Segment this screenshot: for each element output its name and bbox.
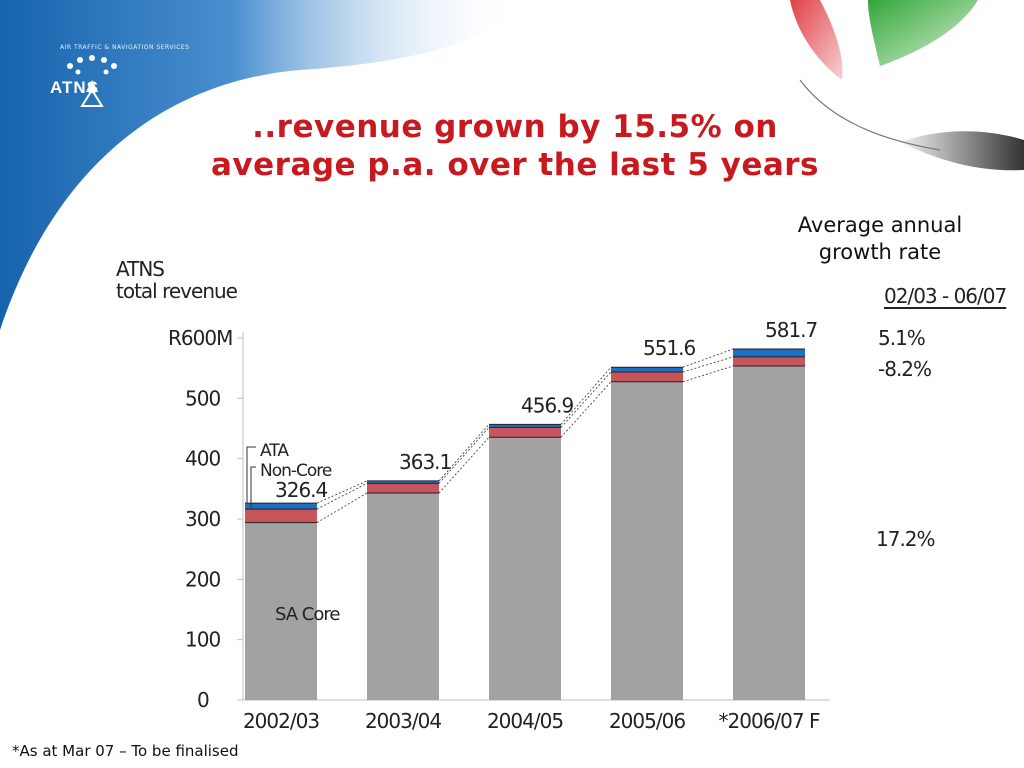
y-tick-label: 500 (185, 386, 220, 410)
bar-total-label: 363.1 (399, 450, 451, 474)
bar-segment-sa-core (733, 366, 805, 700)
connector-line (316, 480, 368, 504)
bar-segment-sa-core (611, 381, 683, 700)
bar-segment-sa-core (245, 522, 317, 700)
connector-line (438, 427, 490, 484)
x-tick-label: 2005/06 (609, 709, 685, 733)
growth-rate-sa-core: 17.2% (876, 527, 936, 551)
bar-segment-non-core (489, 427, 561, 438)
blue-header-swoosh (0, 0, 520, 330)
non-core-callout-line (250, 466, 256, 510)
y-tick-label: 300 (185, 507, 220, 531)
connector-line (682, 348, 734, 368)
bar-segment-ata (733, 349, 805, 357)
bar-total-label: 581.7 (765, 318, 818, 342)
connector-line (438, 424, 490, 482)
growth-rate-ata: 5.1% (878, 326, 926, 350)
curve-line-decoration (799, 79, 941, 151)
growth-rate-header-line-2: growth rate (818, 240, 942, 264)
bar-total-label: 456.9 (521, 393, 574, 417)
y-axis-title: ATNS total revenue (116, 257, 238, 303)
connector-line (560, 381, 612, 438)
atns-logo-icon (67, 55, 117, 107)
connector-line (438, 436, 490, 494)
bar-segment-sa-core (367, 493, 439, 700)
connector-line (560, 366, 612, 425)
bar-segment-ata (245, 503, 317, 510)
bar-total-label: 326.4 (275, 478, 328, 502)
bar-segment-ata (611, 367, 683, 373)
y-tick-label: 400 (185, 447, 220, 471)
bar-segment-non-core (245, 509, 317, 523)
slide-title-line-1: ..revenue grown by 15.5% on (252, 109, 778, 145)
x-tick-label: 2004/05 (487, 709, 563, 733)
connector-line (316, 482, 368, 510)
grey-leaf-decoration (900, 131, 1024, 171)
footnote: *As at Mar 07 – To be finalised (12, 742, 239, 760)
y-tick-label: 200 (185, 567, 220, 591)
bar-segment-sa-core (489, 437, 561, 700)
y-tick-label: 100 (185, 628, 220, 652)
connector-line (560, 371, 612, 428)
y-tick-label: R600M (168, 326, 232, 350)
slide-title: ..revenue grown by 15.5% on average p.a.… (150, 108, 880, 184)
growth-rate-non-core: -8.2% (878, 357, 932, 381)
x-tick-label: *2006/07 F (719, 709, 820, 733)
series-label-non-core: Non-Core (260, 461, 332, 481)
connector-line (682, 365, 734, 383)
y-axis-title-line-2: total revenue (116, 279, 238, 303)
x-tick-label: 2002/03 (243, 709, 319, 733)
growth-period-label: 02/03 - 06/07 (884, 284, 1007, 308)
bar-segment-ata (489, 424, 561, 428)
growth-rate-header: Average annual growth rate (770, 212, 990, 266)
bar-total-label: 551.6 (643, 336, 696, 360)
bar-segment-non-core (367, 483, 439, 494)
connector-line (316, 492, 368, 523)
connector-line (682, 356, 734, 373)
series-label-ata: ATA (260, 441, 289, 461)
series-label-sa-core: SA Core (275, 604, 340, 625)
bar-segment-non-core (733, 356, 805, 367)
ata-callout-line (246, 446, 256, 504)
y-axis-title-line-1: ATNS (116, 257, 165, 281)
bar-segment-ata (367, 480, 439, 484)
logo-text: ATNS (50, 78, 100, 97)
growth-rate-header-line-1: Average annual (797, 213, 963, 237)
x-tick-label: 2003/04 (365, 709, 441, 733)
red-leaf-decoration (790, 0, 843, 80)
logo-caption: AIR TRAFFIC & NAVIGATION SERVICES (60, 44, 190, 51)
y-tick-label: 0 (197, 688, 209, 712)
slide-title-line-2: average p.a. over the last 5 years (211, 147, 819, 183)
green-leaf-decoration (868, 0, 978, 66)
bar-segment-non-core (611, 372, 683, 382)
